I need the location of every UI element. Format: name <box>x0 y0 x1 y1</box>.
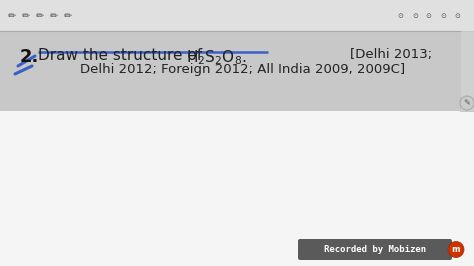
Text: ⊙: ⊙ <box>412 13 418 19</box>
Bar <box>0 0 474 31</box>
Text: ✏: ✏ <box>8 11 16 21</box>
Text: Draw the structure of: Draw the structure of <box>38 48 207 63</box>
Bar <box>0 31 460 111</box>
Text: Delhi 2012; Foreign 2012; All India 2009, 2009C]: Delhi 2012; Foreign 2012; All India 2009… <box>80 63 405 76</box>
FancyBboxPatch shape <box>298 239 452 260</box>
Text: ✏: ✏ <box>50 11 58 21</box>
Text: ✏: ✏ <box>64 11 72 21</box>
Text: Recorded by Mobizen: Recorded by Mobizen <box>324 245 426 254</box>
Circle shape <box>448 242 464 257</box>
Text: ⊙: ⊙ <box>425 13 431 19</box>
Text: m: m <box>452 245 460 254</box>
Text: ⊙: ⊙ <box>397 13 403 19</box>
Text: $\mathregular{H_2S_2O_8}$.: $\mathregular{H_2S_2O_8}$. <box>186 48 246 67</box>
Bar <box>460 31 474 111</box>
Text: ⊙: ⊙ <box>454 13 460 19</box>
Text: ⊙: ⊙ <box>440 13 446 19</box>
Text: ✏: ✏ <box>22 11 30 21</box>
Text: ✏: ✏ <box>36 11 44 21</box>
Circle shape <box>460 96 474 110</box>
Text: ✎: ✎ <box>464 98 471 107</box>
Text: 2.: 2. <box>20 48 39 66</box>
Text: [Delhi 2013;: [Delhi 2013; <box>350 48 432 61</box>
